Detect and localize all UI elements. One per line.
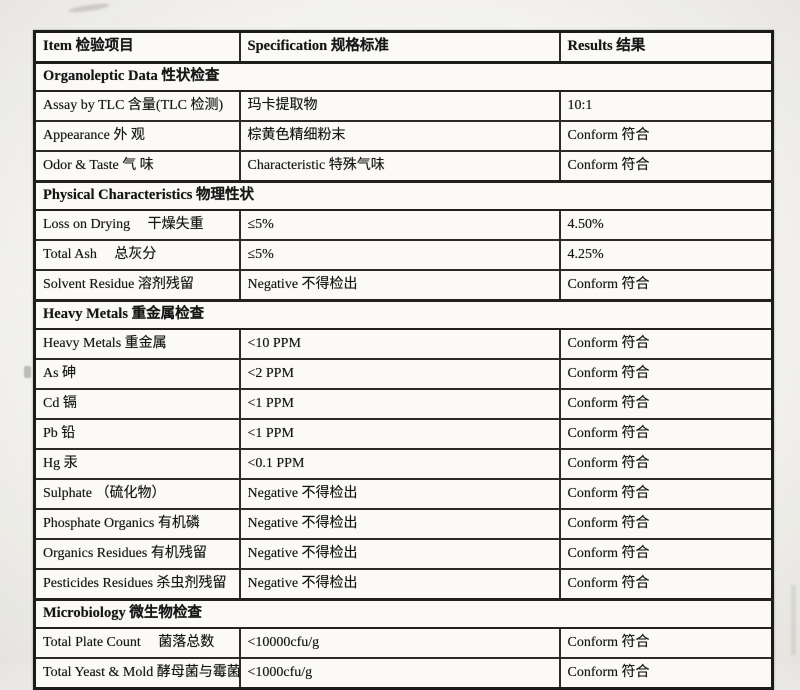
result-cell: Conform 符合	[558, 328, 774, 360]
scan-artifact-right	[791, 585, 796, 655]
result-cell: Conform 符合	[558, 478, 774, 510]
table-row: As 砷 <2 PPM Conform 符合	[33, 358, 774, 390]
section-header-physical: Physical Characteristics 物理性状	[33, 180, 774, 211]
section-title: Organoleptic Data 性状检查	[33, 61, 774, 92]
item-cell: Phosphate Organics 有机磷	[33, 508, 241, 540]
item-cell: As 砷	[33, 358, 241, 390]
result-cell: Conform 符合	[558, 538, 774, 570]
item-cell: Organics Residues 有机残留	[33, 538, 241, 570]
spec-cell: Negative 不得检出	[238, 538, 561, 570]
table-row: Loss on Drying 干燥失重 ≤5% 4.50%	[33, 209, 774, 241]
result-cell: Conform 符合	[558, 627, 774, 659]
section-header-microbiology: Microbiology 微生物检查	[33, 598, 774, 629]
table-row: Pb 铅 <1 PPM Conform 符合	[33, 418, 774, 450]
table-row: Heavy Metals 重金属 <10 PPM Conform 符合	[33, 328, 774, 360]
section-header-heavy-metals: Heavy Metals 重金属检查	[33, 299, 774, 330]
item-cell: Odor & Taste 气 味	[33, 150, 241, 183]
spec-cell: <1 PPM	[238, 418, 561, 450]
table-row: Assay by TLC 含量(TLC 检测) 玛卡提取物 10:1	[33, 90, 774, 122]
spec-cell: 棕黄色精细粉末	[238, 120, 561, 152]
item-cell: Hg 汞	[33, 448, 241, 480]
result-cell: Conform 符合	[558, 448, 774, 480]
spec-cell: <1 PPM	[238, 388, 561, 420]
table-row: Organics Residues 有机残留 Negative 不得检出 Con…	[33, 538, 774, 570]
table-row: Appearance 外 观 棕黄色精细粉末 Conform 符合	[33, 120, 774, 152]
item-cell: Pb 铅	[33, 418, 241, 450]
item-cell: Assay by TLC 含量(TLC 检测)	[33, 90, 241, 122]
spec-cell: ≤5%	[238, 209, 561, 241]
column-header-specification: Specification 规格标准	[238, 30, 561, 64]
item-cell: Sulphate （硫化物）	[33, 478, 241, 510]
spec-cell: Negative 不得检出	[238, 508, 561, 540]
table-header-row: Item 检验项目 Specification 规格标准 Results 结果	[33, 30, 774, 64]
scan-artifact-left	[24, 366, 31, 378]
table-row: Hg 汞 <0.1 PPM Conform 符合	[33, 448, 774, 480]
table-row: Total Ash 总灰分 ≤5% 4.25%	[33, 239, 774, 271]
table-row: Pesticides Residues 杀虫剂残留 Negative 不得检出 …	[33, 568, 774, 601]
item-cell: Loss on Drying 干燥失重	[33, 209, 241, 241]
item-cell: Cd 镉	[33, 388, 241, 420]
spec-cell: Negative 不得检出	[238, 269, 561, 302]
result-cell: Conform 符合	[558, 388, 774, 420]
scan-artifact-top	[67, 2, 111, 14]
spec-cell: ≤5%	[238, 239, 561, 271]
item-cell: Total Plate Count 菌落总数	[33, 627, 241, 659]
result-cell: Conform 符合	[558, 568, 774, 601]
result-cell: Conform 符合	[558, 508, 774, 540]
spec-cell: Negative 不得检出	[238, 568, 561, 601]
result-cell: 10:1	[558, 90, 774, 122]
table-row: Sulphate （硫化物） Negative 不得检出 Conform 符合	[33, 478, 774, 510]
section-title: Physical Characteristics 物理性状	[33, 180, 774, 211]
table-row: Total Yeast & Mold 酵母菌与霉菌 <1000cfu/g Con…	[33, 657, 774, 690]
item-cell: Appearance 外 观	[33, 120, 241, 152]
item-cell: Total Ash 总灰分	[33, 239, 241, 271]
result-cell: Conform 符合	[558, 418, 774, 450]
spec-cell: Characteristic 特殊气味	[238, 150, 561, 183]
table-row: Phosphate Organics 有机磷 Negative 不得检出 Con…	[33, 508, 774, 540]
result-cell: Conform 符合	[558, 269, 774, 302]
table-row: Total Plate Count 菌落总数 <10000cfu/g Confo…	[33, 627, 774, 659]
spec-cell: <0.1 PPM	[238, 448, 561, 480]
section-header-organoleptic: Organoleptic Data 性状检查	[33, 61, 774, 92]
result-cell: Conform 符合	[558, 358, 774, 390]
result-cell: Conform 符合	[558, 120, 774, 152]
result-cell: Conform 符合	[558, 150, 774, 183]
table-row: Solvent Residue 溶剂残留 Negative 不得检出 Confo…	[33, 269, 774, 302]
item-cell: Pesticides Residues 杀虫剂残留	[33, 568, 241, 601]
spec-cell: <1000cfu/g	[238, 657, 561, 690]
result-cell: 4.50%	[558, 209, 774, 241]
spec-cell: <10 PPM	[238, 328, 561, 360]
table-row: Odor & Taste 气 味 Characteristic 特殊气味 Con…	[33, 150, 774, 183]
table-row: Cd 镉 <1 PPM Conform 符合	[33, 388, 774, 420]
column-header-results: Results 结果	[558, 30, 774, 64]
item-cell: Solvent Residue 溶剂残留	[33, 269, 241, 302]
result-cell: Conform 符合	[558, 657, 774, 690]
coa-specification-table: Item 检验项目 Specification 规格标准 Results 结果 …	[33, 30, 774, 690]
column-header-item: Item 检验项目	[33, 30, 241, 64]
result-cell: 4.25%	[558, 239, 774, 271]
spec-cell: <10000cfu/g	[238, 627, 561, 659]
section-title: Heavy Metals 重金属检查	[33, 299, 774, 330]
item-cell: Heavy Metals 重金属	[33, 328, 241, 360]
spec-cell: Negative 不得检出	[238, 478, 561, 510]
section-title: Microbiology 微生物检查	[33, 598, 774, 629]
spec-cell: <2 PPM	[238, 358, 561, 390]
spec-cell: 玛卡提取物	[238, 90, 561, 122]
item-cell: Total Yeast & Mold 酵母菌与霉菌	[33, 657, 241, 690]
